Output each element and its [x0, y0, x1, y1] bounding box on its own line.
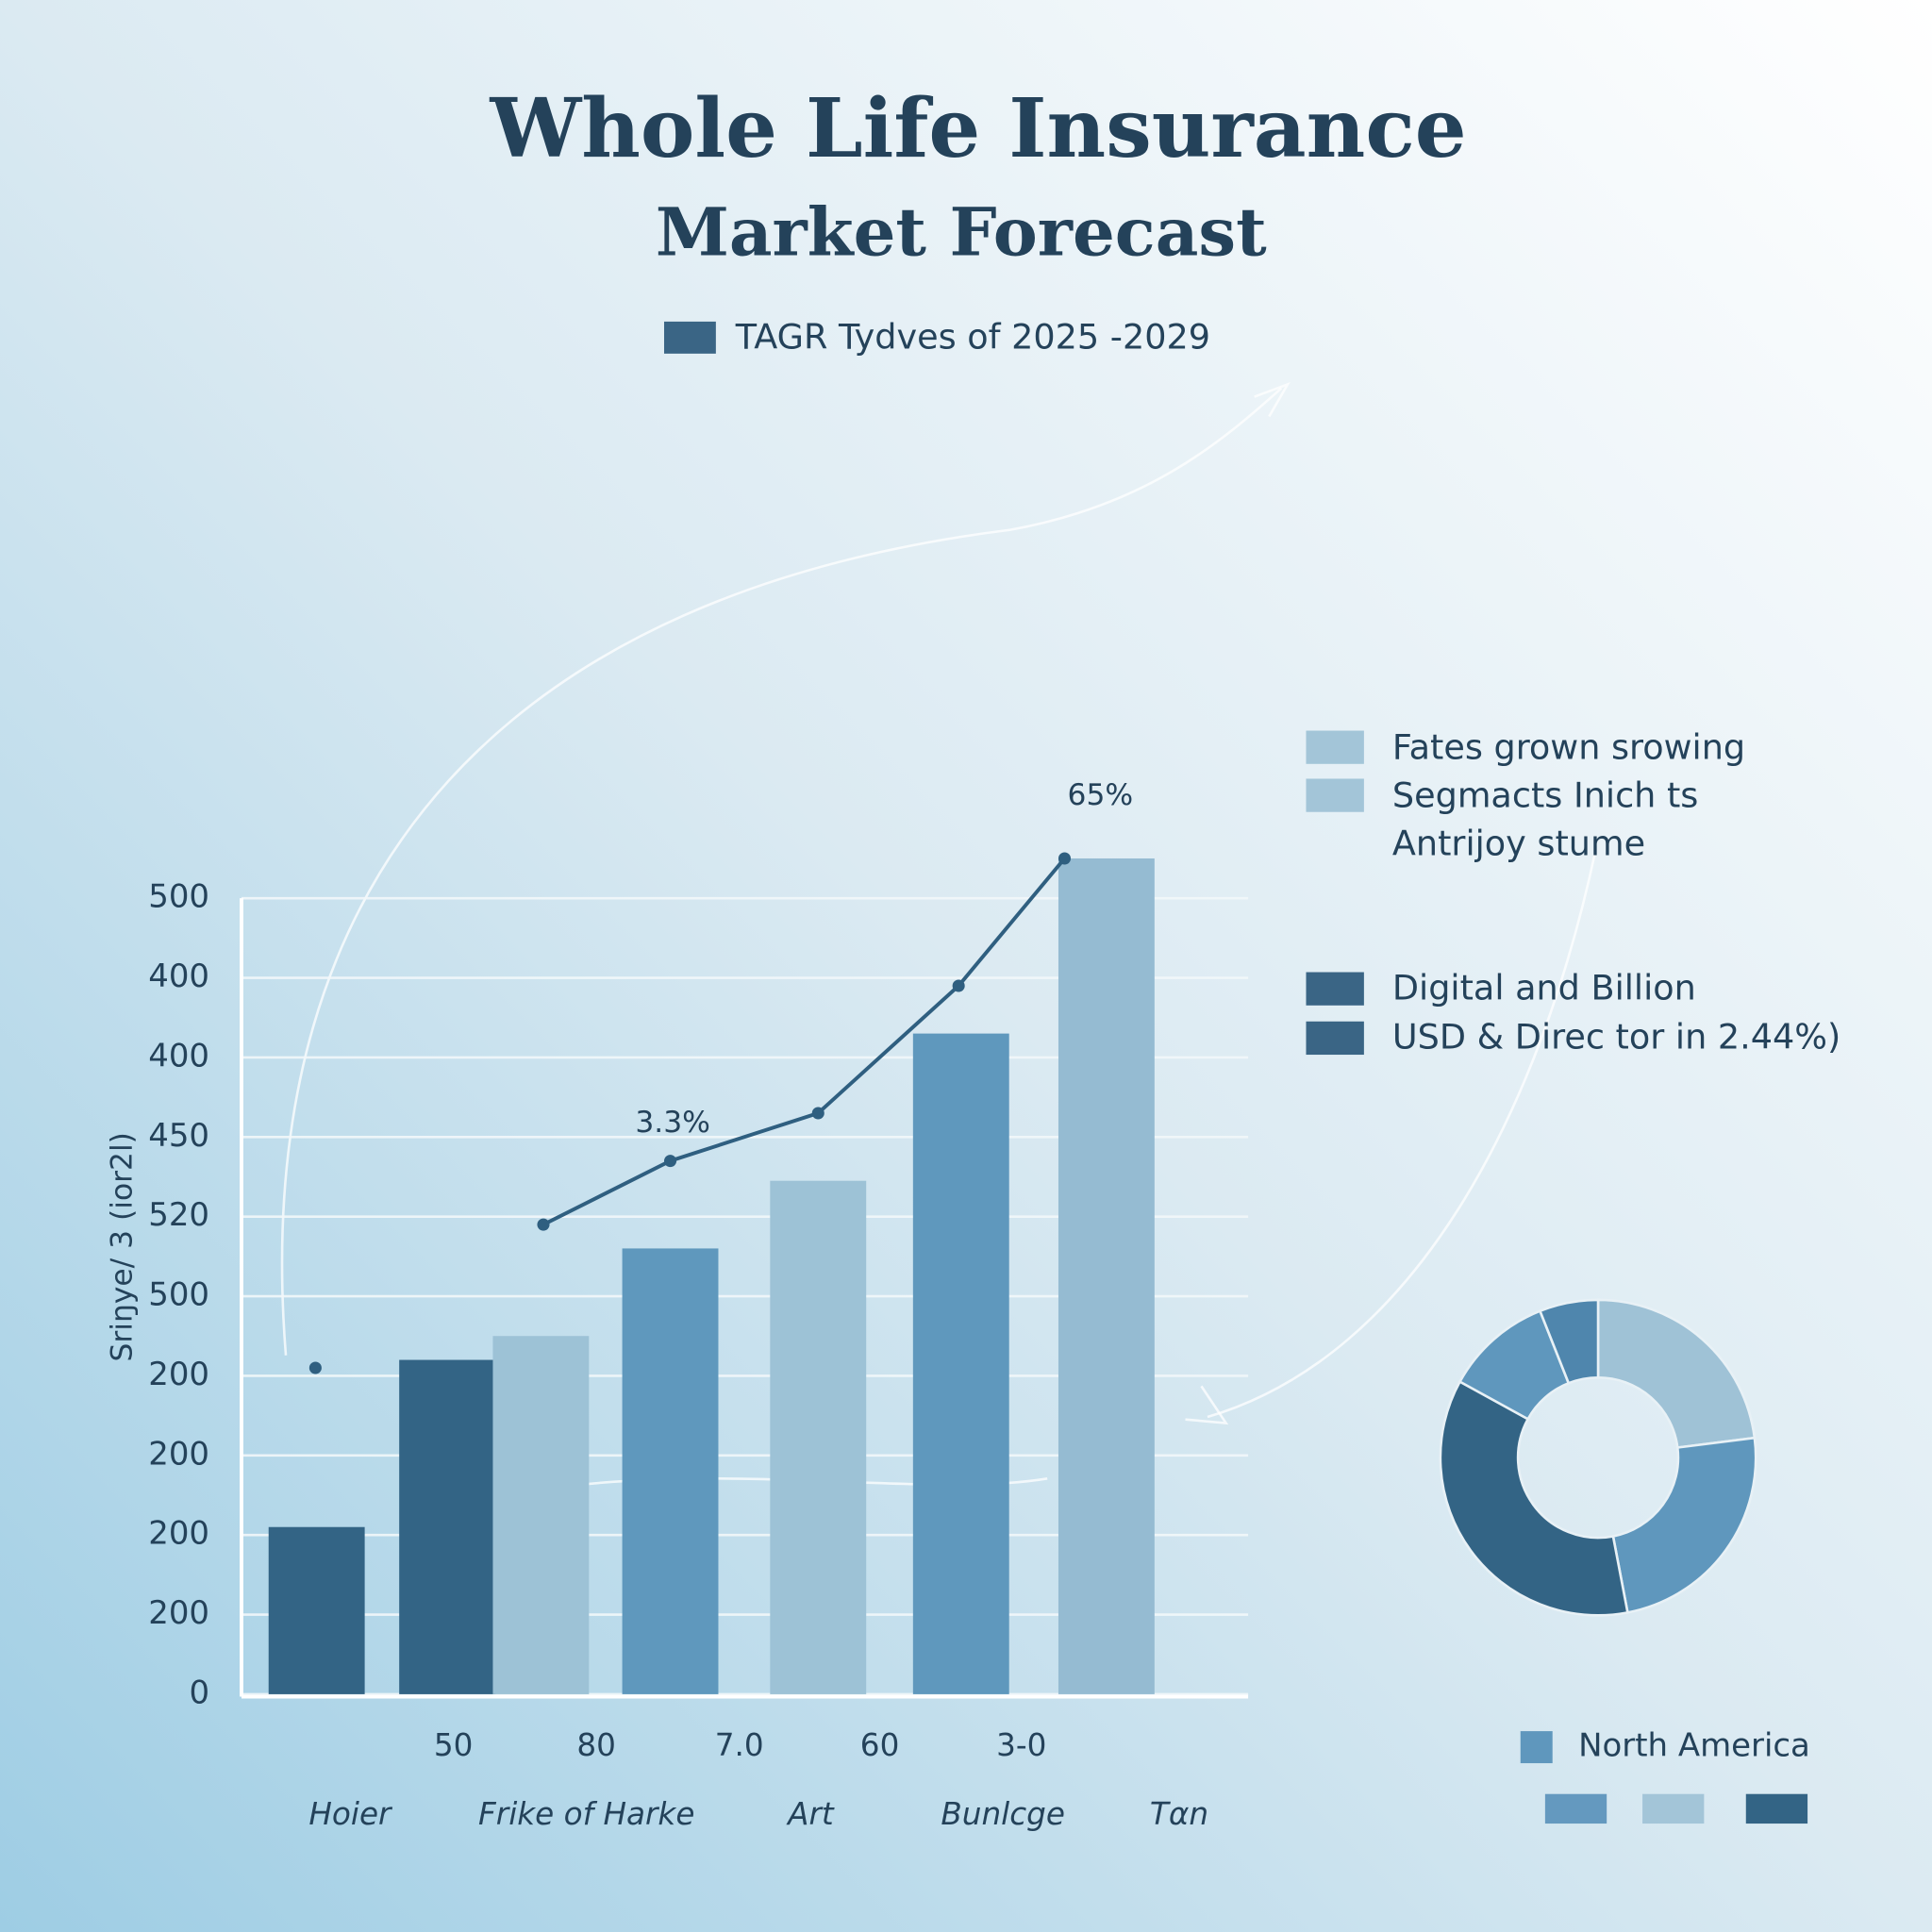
line-point [537, 1218, 550, 1231]
legend-label: Segmacts Inich ts [1392, 775, 1698, 816]
x-tick-label: 3-0 [996, 1727, 1046, 1763]
bar [912, 1033, 1009, 1694]
arrow-curve [1207, 849, 1597, 1419]
y-tick-label: 200 [148, 1515, 209, 1553]
bar [399, 1359, 496, 1694]
x-tick-label: 7.0 [715, 1727, 764, 1763]
bar [492, 1336, 590, 1694]
legend-swatch [1520, 1731, 1553, 1764]
arrow-head [1185, 1385, 1229, 1425]
arrow-head [1254, 382, 1291, 418]
y-tick-label: 520 [148, 1196, 209, 1234]
legend-label: TAGR Tydves of 2025 -2029 [735, 317, 1210, 358]
legend-swatch [1306, 730, 1364, 764]
arrow-curve [280, 387, 1283, 1356]
line-point [952, 979, 965, 992]
legend-label: Fates grown srowing [1392, 727, 1745, 768]
x-tick-label: 80 [576, 1727, 616, 1763]
y-tick-label: 200 [148, 1356, 209, 1393]
legend-swatch [1745, 1793, 1808, 1824]
legend-swatch [1306, 778, 1364, 812]
donut-slice [1439, 1379, 1629, 1617]
line-point [308, 1361, 322, 1374]
annotation: 3.3% [635, 1106, 710, 1140]
chart-title: Whole Life Insurance [489, 81, 1466, 176]
donut-slice [1596, 1298, 1757, 1449]
bar [770, 1180, 867, 1694]
bar [622, 1248, 719, 1694]
annotation: 65% [1068, 778, 1134, 812]
legend-label: North America [1578, 1727, 1810, 1765]
legend-swatch [664, 321, 716, 354]
legend-label: USD & Direc tor in 2.44%) [1392, 1017, 1840, 1058]
y-tick-label: 0 [189, 1674, 209, 1711]
legend-note: Antrijoy stume [1392, 824, 1645, 864]
x-tick-label: 50 [434, 1727, 474, 1763]
x-category-name: Hoier [308, 1796, 393, 1832]
legend-swatch [1544, 1793, 1607, 1824]
bar [1058, 858, 1155, 1694]
line-point [664, 1155, 677, 1168]
legend-swatch [1306, 972, 1364, 1006]
legend-label: Digital and Billion [1392, 967, 1696, 1008]
x-category-name: Art [786, 1796, 835, 1832]
y-tick-label: 200 [148, 1435, 209, 1473]
y-tick-label: 500 [148, 878, 209, 916]
legend-swatch [1642, 1793, 1705, 1824]
y-tick-label: 500 [148, 1276, 209, 1314]
legend-swatch [1306, 1021, 1364, 1056]
x-category-name: Tαn [1150, 1796, 1208, 1832]
line-point [811, 1107, 824, 1120]
y-tick-label: 400 [148, 958, 209, 995]
y-tick-label: 450 [148, 1117, 209, 1155]
x-tick-label: 60 [860, 1727, 900, 1763]
chart-subtitle: Market Forecast [656, 193, 1267, 272]
y-axis-label: Sriŋye/ 3 (ior2l) [106, 1132, 140, 1361]
x-category-name: Frike of Harke [478, 1796, 694, 1832]
donut-slice [1611, 1436, 1757, 1614]
line-point [1058, 852, 1072, 865]
y-tick-label: 200 [148, 1594, 209, 1632]
bar [268, 1526, 365, 1694]
donut-slice [1538, 1298, 1600, 1385]
x-category-name: Bunlcge [941, 1796, 1065, 1832]
y-tick-label: 400 [148, 1037, 209, 1074]
